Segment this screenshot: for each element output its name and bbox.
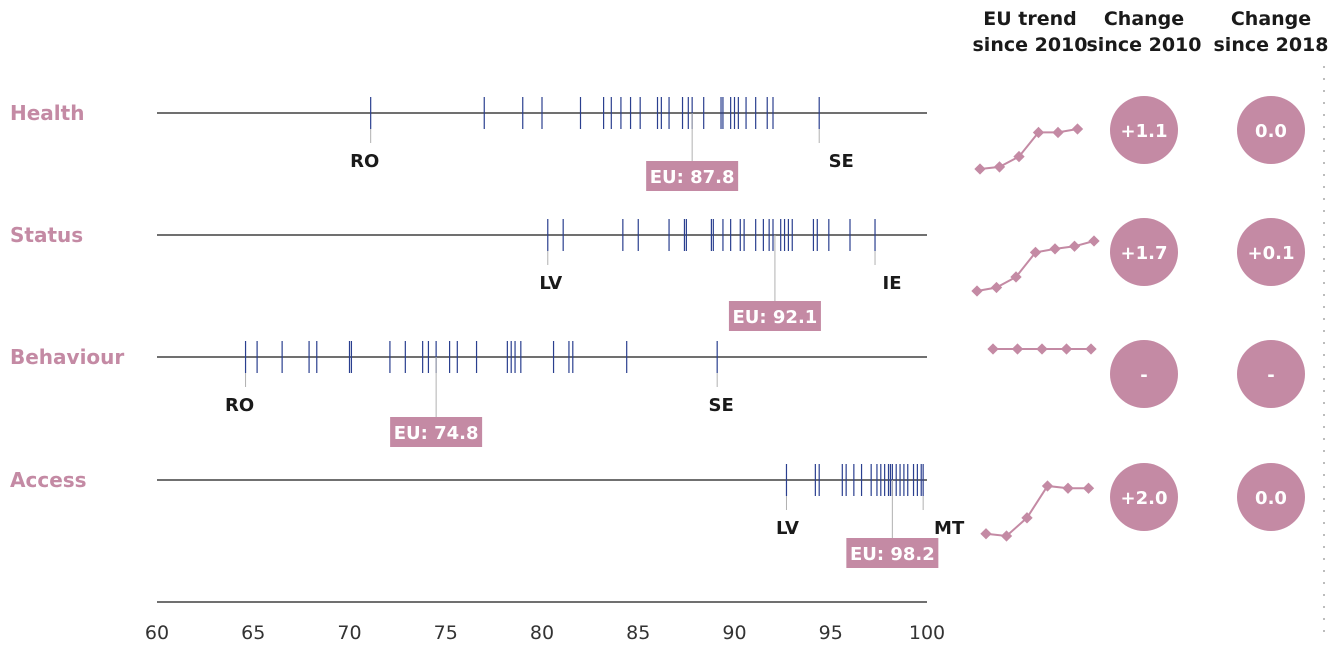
change-since-2018-circle: [1237, 218, 1305, 286]
change-since-2018-value: 0.0: [1255, 121, 1287, 142]
eu-trend-line: [985, 484, 1089, 538]
change-since-2010-circle: [1110, 96, 1178, 164]
eu-trend-point: [1000, 530, 1013, 542]
eu-trend-point: [1013, 150, 1025, 163]
x-tick-label: 90: [722, 622, 746, 644]
eu-trend-point: [1029, 246, 1042, 259]
x-tick-label: 80: [530, 622, 554, 644]
row-label: Access: [10, 468, 87, 492]
change-since-2018-circle: [1237, 463, 1305, 531]
eu-value-label: EU: 87.8: [650, 167, 735, 188]
x-tick-label: 70: [337, 622, 361, 644]
change-since-2010-circle: [1110, 340, 1178, 408]
eu-trend-point: [1052, 126, 1064, 139]
eu-trend-point: [1010, 271, 1022, 283]
eu-trend-point: [980, 528, 992, 540]
max-country-label: SE: [709, 395, 734, 416]
row-label: Status: [10, 223, 83, 247]
change-since-2010-value: +1.7: [1121, 243, 1168, 264]
x-tick-label: 85: [626, 622, 650, 644]
change-since-2010-value: -: [1140, 365, 1147, 386]
max-country-label: MT: [934, 518, 965, 539]
change-since-2010-circle: [1110, 463, 1178, 531]
eu-trend-point: [990, 281, 1003, 294]
change-since-2010-circle: [1110, 218, 1178, 286]
eu-trend-line: [979, 128, 1078, 170]
max-country-label: IE: [883, 273, 902, 294]
change-since-2018-value: 0.0: [1255, 488, 1287, 509]
min-country-label: LV: [539, 273, 562, 294]
x-tick-label: 65: [241, 622, 265, 644]
eu-trend-point: [1036, 343, 1048, 355]
header-trend-line1: EU trend: [983, 8, 1077, 30]
eu-trend-point: [974, 163, 986, 175]
eu-trend-point: [1032, 126, 1045, 139]
row-behaviour: Behaviour RO SE EU: 74.8 - -: [10, 340, 1305, 447]
eu-value-label: EU: 74.8: [394, 423, 479, 444]
row-access: Access LV MT EU: 98.2 +2.0 0.0: [10, 463, 1305, 568]
row-health: Health RO SE EU: 87.8 +1.1 0.0: [10, 96, 1305, 191]
eu-trend-point: [1011, 343, 1024, 355]
x-axis: 60 65 70 75 80 85 90 95 100: [145, 601, 945, 644]
eu-value-label: EU: 98.2: [850, 544, 935, 565]
header-change-2010-line1: Change: [1104, 8, 1184, 30]
row-label: Behaviour: [10, 345, 124, 369]
eu-trend-point: [1041, 480, 1054, 492]
eu-trend-point: [1068, 240, 1081, 252]
eu-trend-point: [1060, 343, 1073, 355]
eu-trend-point: [1071, 123, 1084, 135]
eu-trend-point: [1088, 235, 1100, 247]
header-change-2010-line2: since 2010: [1087, 34, 1202, 56]
min-country-label: RO: [350, 151, 379, 172]
eu-trend-point: [1062, 482, 1074, 494]
eu-trend-point: [971, 285, 983, 297]
eu-value-box: [646, 161, 739, 191]
eu-trend-point: [993, 161, 1006, 173]
eu-value-box: [728, 301, 821, 331]
change-since-2018-circle: [1237, 96, 1305, 164]
change-since-2010-value: +1.1: [1121, 121, 1168, 142]
max-country-label: SE: [829, 151, 854, 172]
change-since-2010-value: +2.0: [1121, 488, 1168, 509]
eu-trend-point: [1085, 343, 1097, 355]
header-trend-line2: since 2010: [973, 34, 1088, 56]
x-tick-label: 100: [909, 622, 945, 644]
row-status: Status LV IE EU: 92.1 +1.7 +0.1: [10, 218, 1305, 331]
x-tick-label: 75: [434, 622, 458, 644]
min-country-label: RO: [225, 395, 254, 416]
change-since-2018-value: +0.1: [1248, 243, 1295, 264]
strip-rows: Health RO SE EU: 87.8 +1.1 0.0 Status LV IE EU: 9…: [10, 96, 1305, 568]
min-country-label: LV: [776, 518, 799, 539]
eu-trend-point: [1049, 243, 1061, 255]
eu-value-box: [390, 417, 483, 447]
column-headers: EU trend since 2010 Change since 2010 Ch…: [973, 8, 1329, 56]
header-change-2018-line1: Change: [1231, 8, 1311, 30]
eu-trend-point: [987, 343, 999, 355]
change-since-2018-value: -: [1267, 365, 1274, 386]
change-since-2018-circle: [1237, 340, 1305, 408]
header-change-2018-line2: since 2018: [1214, 34, 1329, 56]
row-label: Health: [10, 101, 84, 125]
eu-value-box: [846, 538, 939, 568]
eu-value-label: EU: 92.1: [733, 307, 818, 328]
x-tick-label: 95: [819, 622, 843, 644]
x-tick-label: 60: [145, 622, 169, 644]
eu-trend-point: [1082, 482, 1095, 494]
eu-trend-point: [1021, 512, 1033, 524]
